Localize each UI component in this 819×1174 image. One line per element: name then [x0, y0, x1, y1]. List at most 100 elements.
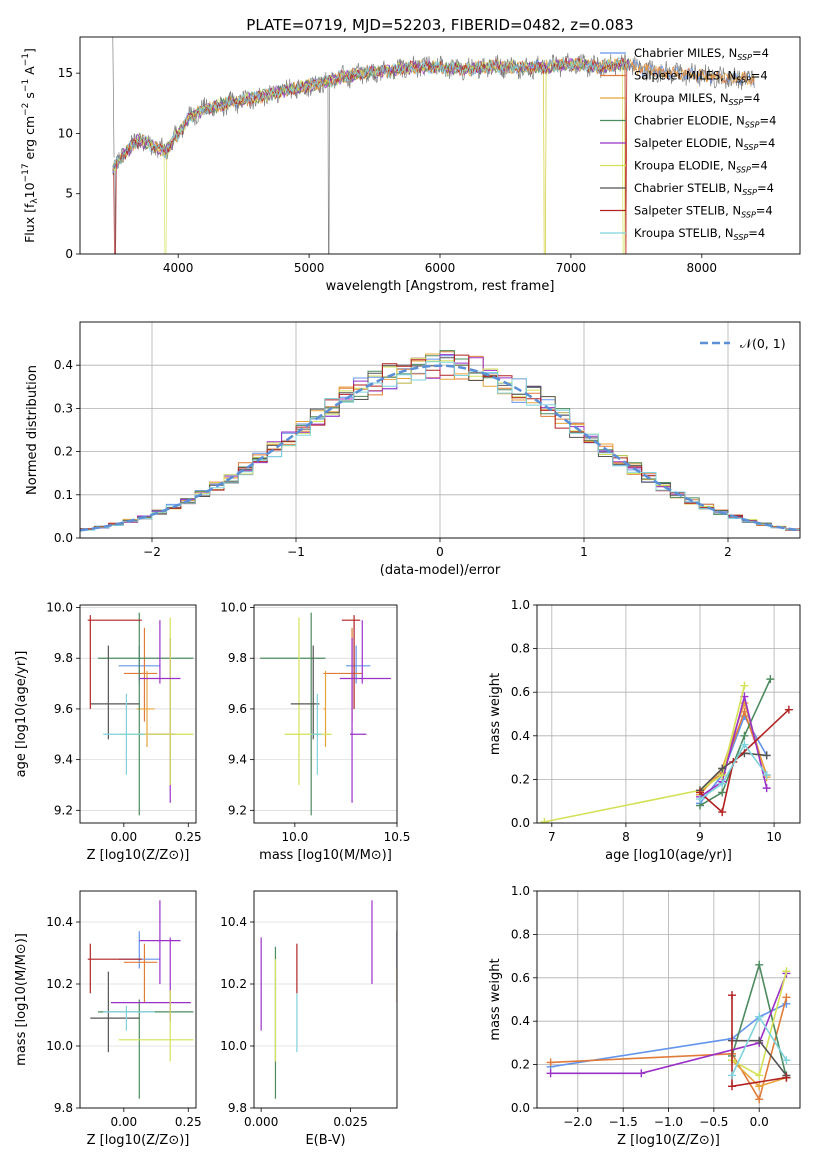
- axes-frame: [536, 604, 801, 824]
- weight-marker: [755, 1036, 764, 1045]
- y-tick-label: 9.6: [228, 702, 247, 716]
- legend-label: 𝒩(0, 1): [740, 336, 786, 351]
- x-tick-label: 0.000: [244, 1115, 278, 1129]
- y-tick-label: 0.6: [511, 685, 530, 699]
- weight-lines: [540, 675, 793, 823]
- y-tick-label: 0.0: [54, 531, 73, 545]
- weight-series: [550, 973, 788, 1075]
- weight-marker: [718, 788, 727, 797]
- y-tick-label: 9.4: [54, 753, 73, 767]
- y-tick-label: 10.2: [46, 977, 73, 991]
- weight-marker: [718, 808, 727, 817]
- x-tick-label: 0.025: [333, 1115, 367, 1129]
- axes-frame: [536, 890, 801, 1109]
- legend-label: Kroupa STELIB, NSSP=4: [634, 226, 765, 242]
- x-axis-label: E(B-V): [305, 1133, 345, 1148]
- weight-lines: [546, 960, 791, 1104]
- weight-marker: [782, 967, 791, 976]
- x-tick-label: 7000: [556, 261, 587, 275]
- panel-weight-vs-age: 7 8 9 10 0.0 0.2 0.4 0.6 0.8 1.0 age [log10(age/yr…: [488, 598, 801, 863]
- errorbars: [87, 900, 194, 1099]
- y-tick-label: 0.2: [511, 772, 530, 786]
- x-tick-label: 0.0: [750, 1115, 769, 1129]
- y-tick-label: 9.8: [54, 1101, 73, 1115]
- weight-marker: [766, 675, 775, 684]
- x-tick-label: −0.5: [699, 1115, 728, 1129]
- y-tick-label: 10.4: [46, 915, 73, 929]
- x-tick-label: 7: [548, 830, 556, 844]
- weight-marker: [695, 795, 704, 804]
- y-tick-label: 15: [58, 66, 73, 80]
- legend-label: Salpeter ELODIE, NSSP=4: [634, 136, 775, 152]
- y-tick-label: 0.4: [511, 1014, 530, 1028]
- weight-marker: [755, 1082, 764, 1091]
- y-axis-label: mass weight: [488, 958, 503, 1040]
- spectrum-lines: [112, 37, 755, 254]
- weight-marker: [718, 764, 727, 773]
- y-tick-label: 0.3: [54, 401, 73, 415]
- weight-marker: [782, 1056, 791, 1065]
- x-tick-label: 0.00: [110, 830, 137, 844]
- legend-label: Salpeter STELIB, NSSP=4: [634, 204, 773, 220]
- weight-series: [699, 743, 768, 800]
- panel-residuals: −2 −1 0 1 2 0.0 0.1 0.2 0.3 0.4 𝒩(0, 1) (data-model…: [25, 321, 801, 578]
- x-axis-label: wavelength [Angstrom, rest frame]: [326, 279, 555, 294]
- spectrum-series: [112, 57, 630, 254]
- weight-marker: [718, 779, 727, 788]
- y-tick-label: 0.2: [511, 1058, 530, 1072]
- weight-marker: [546, 1058, 555, 1067]
- weight-marker: [740, 740, 749, 749]
- legend-label: Kroupa MILES, NSSP=4: [634, 91, 760, 107]
- weight-marker: [762, 751, 771, 760]
- histogram-lines: [80, 350, 800, 532]
- y-axis-label: mass weight: [488, 673, 503, 755]
- weight-marker: [762, 771, 771, 780]
- weight-series: [550, 997, 788, 1102]
- y-tick-label: 0: [65, 247, 73, 261]
- y-tick-label: 0.2: [54, 445, 73, 459]
- y-axis-label: age [log10(age/yr)]: [14, 651, 29, 778]
- axes-frame: [79, 36, 801, 255]
- y-tick-label: 0.1: [54, 488, 73, 502]
- x-axis-label: mass [log10(M/M⊙)]: [259, 848, 392, 863]
- gaussian-curve: [80, 364, 800, 532]
- weight-marker: [637, 1069, 646, 1078]
- axes-frame: [79, 321, 801, 539]
- spectrum-series: [112, 57, 630, 254]
- legend-label: Chabrier ELODIE, NSSP=4: [634, 114, 776, 130]
- y-tick-label: 1.0: [511, 598, 530, 612]
- y-tick-label: 9.2: [228, 803, 247, 817]
- weight-marker: [727, 1082, 736, 1091]
- weight-marker: [755, 1012, 764, 1021]
- x-tick-label: 10.5: [384, 830, 411, 844]
- y-axis-label: mass [log10(M/M⊙)]: [14, 933, 29, 1066]
- weight-marker: [782, 993, 791, 1002]
- x-tick-label: 4000: [163, 261, 194, 275]
- y-tick-label: 10.0: [220, 1039, 247, 1053]
- weight-marker: [546, 1069, 555, 1078]
- errorbars: [260, 612, 391, 816]
- weight-marker: [755, 1095, 764, 1104]
- x-tick-label: 0: [436, 545, 444, 559]
- x-tick-label: −2.0: [563, 1115, 592, 1129]
- weight-marker: [540, 817, 549, 823]
- x-tick-label: 8000: [687, 261, 718, 275]
- x-tick-label: 5000: [294, 261, 325, 275]
- y-tick-label: 0.8: [511, 927, 530, 941]
- weight-marker: [784, 705, 793, 714]
- x-tick-label: 1: [580, 545, 588, 559]
- y-tick-label: 0.0: [511, 1101, 530, 1115]
- weight-series: [544, 685, 746, 823]
- errorbars: [87, 612, 194, 816]
- y-tick-label: 0.4: [511, 729, 530, 743]
- legend-label: Kroupa ELODIE, NSSP=4: [634, 159, 768, 175]
- y-tick-label: 0.8: [511, 642, 530, 656]
- y-axis-label: Normed distribution: [25, 365, 40, 495]
- weight-marker: [740, 681, 749, 690]
- panel-age-vs-Z: 0.00 0.25 9.2 9.4 9.6 9.8 10.0 Z [log10(Z/Z⊙)] a…: [14, 601, 202, 863]
- legend-label: Chabrier STELIB, NSSP=4: [634, 181, 774, 197]
- y-tick-label: 10.2: [220, 977, 247, 991]
- y-tick-label: 9.6: [54, 702, 73, 716]
- panel-mass-vs-Z: 0.00 0.25 9.8 10.0 10.2 10.4 Z [log10(Z/Z⊙)] ma…: [14, 890, 202, 1148]
- x-tick-label: 0.25: [175, 830, 202, 844]
